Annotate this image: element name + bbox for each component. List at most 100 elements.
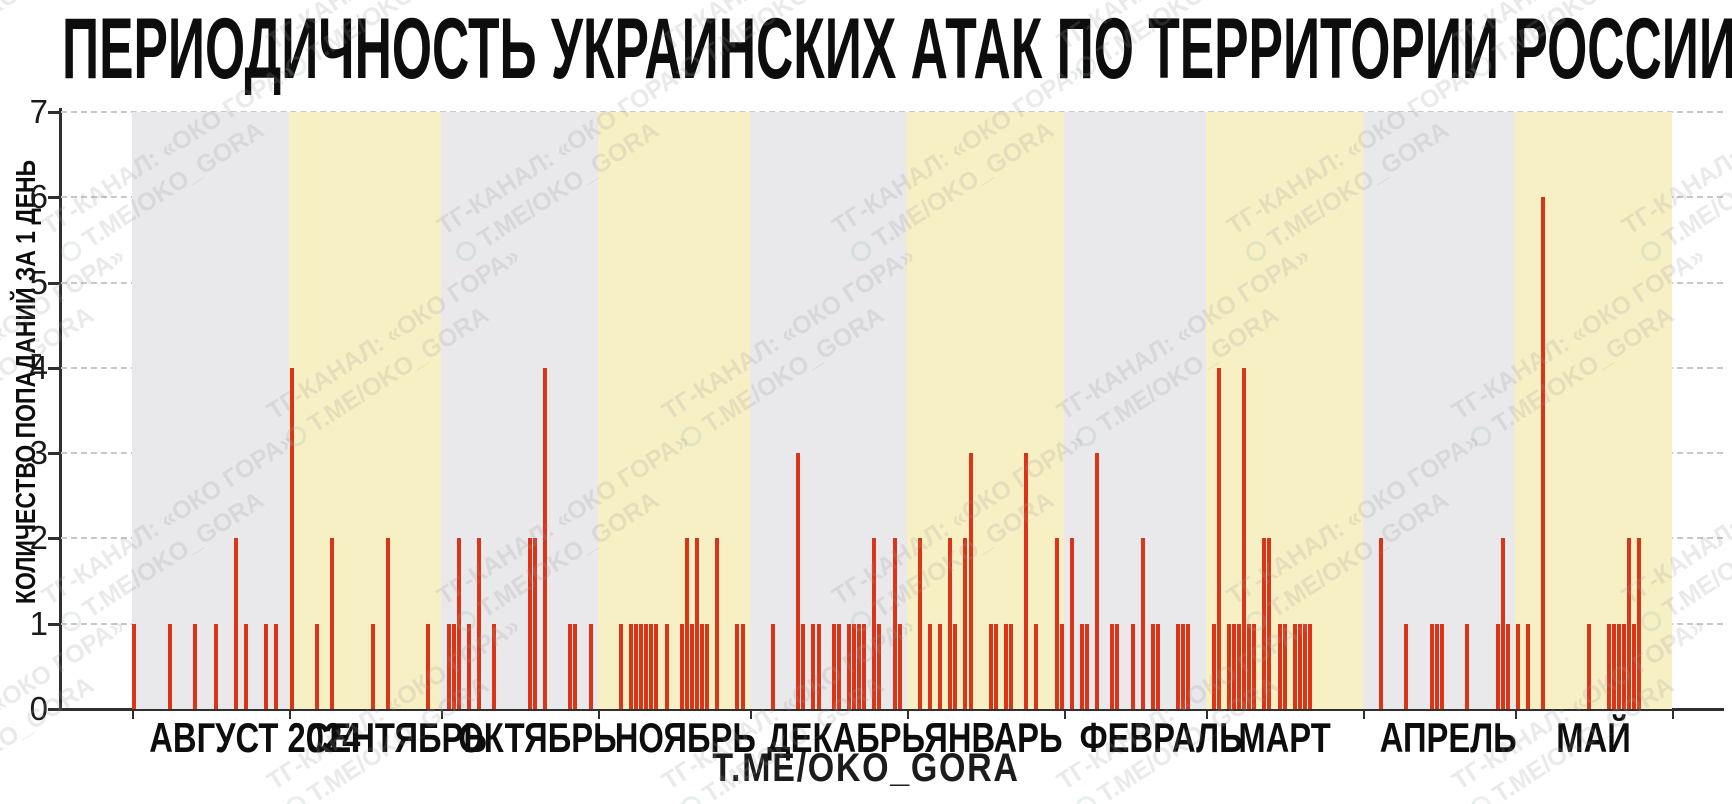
x-axis-line xyxy=(58,708,1724,711)
day-bar xyxy=(573,623,578,709)
day-bar xyxy=(527,538,532,709)
day-bar xyxy=(330,538,335,709)
day-bar xyxy=(1156,623,1161,709)
day-bar xyxy=(851,623,856,709)
day-bar xyxy=(1429,623,1434,709)
day-bar xyxy=(1515,623,1520,709)
day-bar xyxy=(1186,623,1191,709)
day-bar xyxy=(1632,623,1637,709)
watermark-circle-icon xyxy=(677,791,705,804)
day-bar xyxy=(811,623,816,709)
month-boundary-tick xyxy=(1672,711,1675,719)
day-bar xyxy=(385,538,390,709)
day-bar xyxy=(993,623,998,709)
day-bar xyxy=(948,538,953,709)
day-bar xyxy=(735,623,740,709)
month-label: ЯНВАРЬ xyxy=(924,714,1063,761)
month-label: АПРЕЛЬ xyxy=(1379,714,1517,761)
day-bar xyxy=(629,623,634,709)
day-bar xyxy=(836,623,841,709)
day-bar xyxy=(274,623,279,709)
day-bar xyxy=(1232,623,1237,709)
day-bar xyxy=(1378,538,1383,709)
day-bar xyxy=(456,538,461,709)
y-tick-label: 7 xyxy=(29,93,48,130)
day-bar xyxy=(1110,623,1115,709)
day-bar xyxy=(699,623,704,709)
day-bar xyxy=(1181,623,1186,709)
day-bar xyxy=(132,623,137,709)
month-boundary-tick xyxy=(750,711,753,719)
day-bar xyxy=(988,623,993,709)
month-band xyxy=(750,112,908,709)
y-tick xyxy=(48,622,61,626)
day-bar xyxy=(862,623,867,709)
month-band xyxy=(598,112,751,709)
day-bar xyxy=(928,623,932,709)
y-tick-label: 6 xyxy=(29,178,48,216)
day-bar xyxy=(1277,623,1282,709)
day-bar xyxy=(1176,623,1181,709)
day-bar xyxy=(1282,623,1287,709)
month-boundary-tick xyxy=(289,711,292,719)
day-bar xyxy=(1308,623,1313,709)
day-bar xyxy=(1095,453,1100,709)
watermark-circle-icon xyxy=(282,791,310,804)
footer-channel-link: T.ME/OKO_GORA xyxy=(712,746,1020,790)
day-bar xyxy=(1637,538,1642,709)
month-boundary-tick xyxy=(1206,711,1209,719)
month-boundary-tick xyxy=(1363,711,1366,719)
y-tick-label: 4 xyxy=(29,348,48,386)
day-bar xyxy=(968,453,973,709)
day-bar xyxy=(1004,623,1008,709)
day-bar xyxy=(846,623,851,709)
month-label: МАРТ xyxy=(1238,714,1331,761)
month-band xyxy=(1515,112,1673,709)
day-bar xyxy=(1009,623,1014,709)
day-bar xyxy=(831,623,836,709)
day-bar xyxy=(639,623,644,709)
day-bar xyxy=(1115,623,1120,709)
month-band xyxy=(1363,112,1516,709)
day-bar xyxy=(532,538,537,709)
day-bar xyxy=(213,623,218,709)
day-bar xyxy=(1262,538,1267,709)
month-boundary-tick xyxy=(441,711,444,719)
day-bar xyxy=(1080,623,1084,709)
day-bar xyxy=(963,538,968,709)
month-boundary-tick xyxy=(907,711,910,719)
month-band xyxy=(289,112,442,709)
day-bar xyxy=(1297,623,1302,709)
day-bar xyxy=(568,623,573,709)
y-tick xyxy=(48,281,61,285)
watermark-circle-icon xyxy=(1467,791,1495,804)
y-tick xyxy=(48,708,61,711)
day-bar xyxy=(466,623,471,709)
day-bar xyxy=(1211,623,1216,709)
y-tick xyxy=(48,111,61,114)
day-bar xyxy=(953,623,958,709)
day-bar xyxy=(1617,623,1622,709)
y-tick-label: 5 xyxy=(29,263,48,301)
day-bar xyxy=(1612,623,1617,709)
day-bar xyxy=(1500,538,1505,709)
day-bar xyxy=(1059,623,1064,709)
day-bar xyxy=(1130,623,1135,709)
y-tick-label: 3 xyxy=(29,434,48,472)
y-tick xyxy=(48,537,61,541)
day-bar xyxy=(243,623,248,709)
day-bar xyxy=(715,538,720,709)
day-bar xyxy=(1434,623,1439,709)
day-bar xyxy=(1150,623,1155,709)
day-bar xyxy=(1140,538,1145,709)
month-label: НОЯБРЬ xyxy=(614,714,757,761)
month-boundary-tick xyxy=(598,711,601,719)
y-tick-label: 0 xyxy=(29,690,48,727)
day-bar xyxy=(654,623,659,709)
day-bar xyxy=(314,623,319,709)
day-bar xyxy=(1242,367,1247,709)
day-bar xyxy=(679,623,684,709)
month-band xyxy=(1064,112,1207,709)
day-bar xyxy=(684,538,689,709)
